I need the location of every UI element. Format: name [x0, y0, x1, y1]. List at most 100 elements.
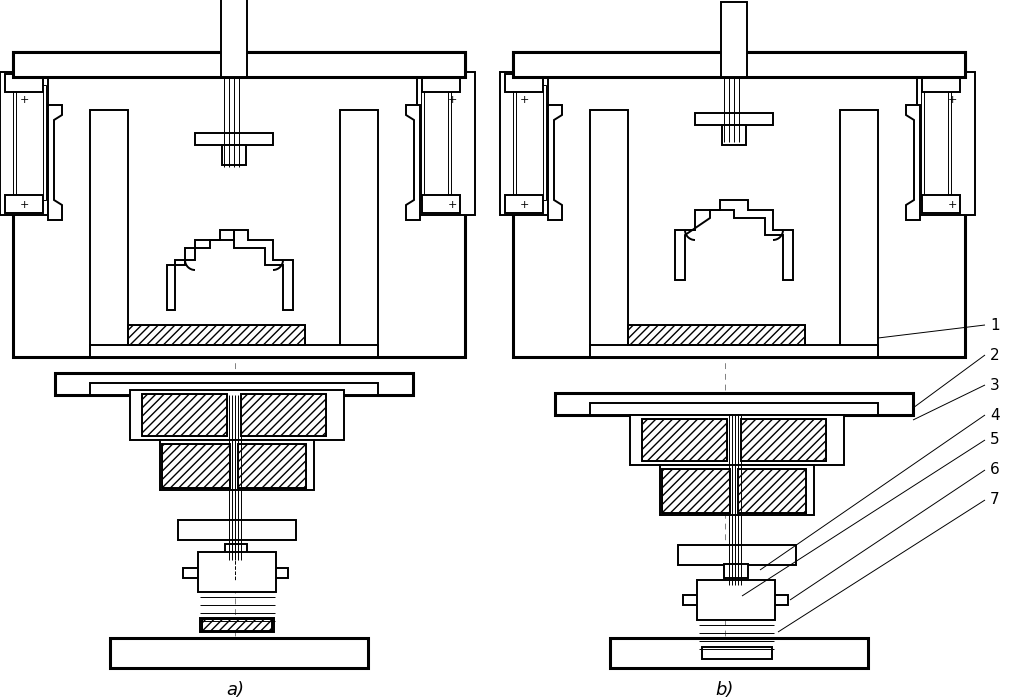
Bar	[721, 2, 746, 77]
Bar	[241, 394, 326, 436]
Bar	[513, 85, 546, 200]
Bar	[921, 85, 951, 200]
Bar	[730, 592, 738, 600]
Bar	[5, 195, 43, 213]
Text: b): b)	[716, 681, 734, 698]
Bar	[417, 72, 475, 215]
Bar	[13, 85, 46, 200]
Polygon shape	[48, 105, 62, 220]
Text: +: +	[519, 200, 528, 210]
Bar	[13, 52, 465, 357]
Text: +: +	[947, 200, 956, 210]
Bar	[241, 394, 326, 436]
Bar	[922, 195, 961, 213]
Bar	[128, 325, 305, 345]
Bar	[202, 619, 272, 631]
Bar	[222, 145, 246, 165]
Bar	[738, 469, 806, 513]
Bar	[200, 618, 274, 632]
Bar	[160, 440, 314, 490]
Polygon shape	[906, 105, 920, 220]
Bar	[500, 72, 548, 215]
Bar	[924, 90, 948, 195]
Bar	[741, 419, 826, 461]
Bar	[422, 195, 460, 213]
Bar	[505, 74, 543, 92]
Bar	[110, 638, 368, 668]
Bar	[610, 638, 868, 668]
Bar	[590, 345, 878, 357]
Bar	[513, 52, 965, 77]
Polygon shape	[675, 200, 793, 280]
Bar	[90, 110, 128, 355]
Bar	[202, 619, 272, 631]
Bar	[178, 520, 296, 540]
Text: +: +	[447, 95, 457, 105]
Bar	[555, 393, 913, 415]
Bar	[424, 90, 449, 195]
Polygon shape	[548, 105, 562, 220]
Bar	[513, 52, 965, 357]
Bar	[662, 469, 730, 513]
Bar	[130, 390, 344, 440]
Text: +: +	[19, 200, 29, 210]
Polygon shape	[167, 230, 293, 310]
Bar	[162, 444, 230, 488]
Bar	[630, 415, 844, 465]
Text: 2: 2	[990, 348, 999, 362]
Bar	[55, 373, 413, 395]
Bar	[13, 52, 465, 77]
Bar	[183, 568, 288, 578]
Bar	[421, 85, 451, 200]
Bar	[702, 647, 772, 659]
Bar	[722, 125, 746, 145]
Bar	[90, 383, 378, 395]
Text: 1: 1	[990, 318, 999, 332]
Bar	[5, 74, 43, 92]
Text: 4: 4	[990, 408, 999, 422]
Bar	[195, 133, 273, 145]
Bar	[0, 72, 48, 215]
Bar	[700, 646, 774, 660]
Bar	[590, 403, 878, 415]
Bar	[198, 552, 276, 592]
Bar	[741, 419, 826, 461]
Bar	[516, 90, 543, 195]
Bar	[738, 469, 806, 513]
Text: 3: 3	[990, 378, 999, 392]
Bar	[628, 325, 805, 345]
Bar	[683, 595, 788, 605]
Bar	[16, 90, 43, 195]
Text: +: +	[447, 200, 457, 210]
Bar	[590, 110, 628, 355]
Bar	[221, 0, 247, 77]
Text: +: +	[519, 95, 528, 105]
Bar	[90, 345, 378, 357]
Text: a): a)	[226, 681, 244, 698]
Bar	[225, 544, 247, 558]
Bar	[922, 74, 961, 92]
Text: +: +	[947, 95, 956, 105]
Bar	[702, 647, 772, 659]
Bar	[142, 394, 227, 436]
Bar	[840, 110, 878, 355]
Bar	[724, 564, 748, 578]
Bar	[505, 195, 543, 213]
Bar	[422, 74, 460, 92]
Bar	[238, 444, 306, 488]
Bar	[642, 419, 727, 461]
Text: 6: 6	[990, 463, 999, 477]
Bar	[695, 113, 773, 125]
Polygon shape	[406, 105, 420, 220]
Bar	[918, 72, 975, 215]
Bar	[697, 580, 775, 620]
Text: 5: 5	[990, 433, 999, 447]
Bar	[628, 325, 805, 345]
Bar	[662, 469, 730, 513]
Text: 7: 7	[990, 493, 999, 507]
Bar	[128, 325, 305, 345]
Bar	[678, 545, 796, 565]
Bar	[142, 394, 227, 436]
Bar	[642, 419, 727, 461]
Text: +: +	[19, 95, 29, 105]
